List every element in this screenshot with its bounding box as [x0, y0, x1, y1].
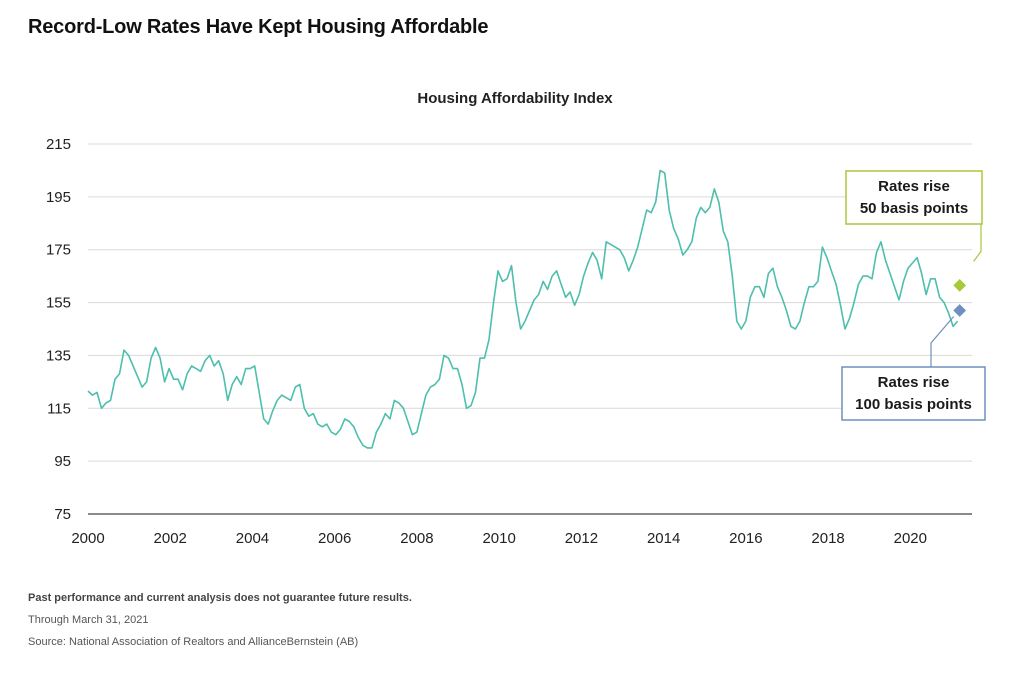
annotations: Rates rise 50 basis points Rates rise 100 b… [841, 170, 986, 421]
callout-text-50bp: 50 basis points [860, 200, 968, 217]
through-date-text: Through March 31, 2021 [28, 614, 149, 626]
gridlines [88, 143, 972, 515]
x-tick-label: 2020 [894, 530, 927, 547]
y-tick-label: 115 [47, 400, 71, 417]
y-tick-label: 175 [46, 242, 71, 259]
y-tick-label: 135 [46, 347, 71, 364]
callout-text-50bp: Rates rise [878, 178, 950, 195]
x-tick-label: 2018 [811, 530, 844, 547]
x-tick-label: 2010 [482, 530, 515, 547]
series-line-affordability-index [87, 169, 959, 449]
x-tick-label: 2006 [318, 530, 351, 547]
x-tick-label: 2012 [565, 530, 598, 547]
x-axis-tick-labels: 2000 2002 2004 2006 2008 2010 2012 2014 2016 2018… [71, 530, 927, 547]
marker-100bp [953, 304, 967, 317]
x-tick-label: 2004 [236, 530, 269, 547]
y-tick-label: 215 [46, 136, 71, 153]
y-tick-label: 155 [46, 295, 71, 312]
y-tick-label: 75 [54, 506, 71, 523]
y-axis-tick-labels: 75 95 115 135 155 175 195 215 [46, 136, 71, 523]
y-tick-label: 95 [54, 453, 71, 470]
chart-title: Housing Affordability Index [417, 90, 613, 107]
source-text: Source: National Association of Realtors… [28, 636, 359, 648]
x-tick-label: 2008 [400, 530, 433, 547]
leader-line-50bp [973, 224, 982, 262]
disclaimer-text: Past performance and current analysis do… [28, 592, 412, 604]
x-tick-label: 2002 [154, 530, 187, 547]
callout-box-50bp [845, 170, 983, 225]
x-tick-label: 2014 [647, 530, 680, 547]
x-tick-label: 2000 [71, 530, 104, 547]
callout-text-100bp: Rates rise [878, 374, 950, 391]
marker-50bp [953, 279, 967, 292]
callout-box-100bp [841, 366, 986, 421]
x-tick-label: 2016 [729, 530, 762, 547]
leader-line-100bp [930, 316, 955, 367]
y-tick-label: 195 [46, 189, 71, 206]
callout-text-100bp: 100 basis points [855, 396, 972, 413]
page-title: Record-Low Rates Have Kept Housing Affor… [28, 16, 489, 38]
